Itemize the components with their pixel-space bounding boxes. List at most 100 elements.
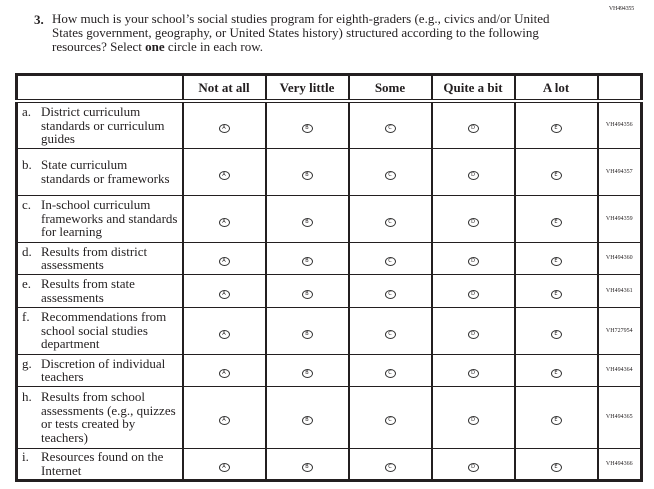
option-cell-some: C — [347, 306, 432, 355]
radio-bubble-some[interactable]: C — [384, 416, 396, 425]
item-code: VH494365 — [596, 385, 642, 449]
radio-bubble-not-at-all[interactable]: A — [218, 257, 230, 266]
option-cell-a-lot: E — [513, 447, 598, 481]
radio-bubble-not-at-all[interactable]: A — [218, 416, 230, 425]
option-cell-quite-a-bit: D — [430, 385, 515, 449]
item-code: VH727954 — [596, 306, 642, 355]
radio-bubble-quite-a-bit[interactable]: D — [467, 416, 479, 425]
radio-bubble-not-at-all[interactable]: A — [218, 124, 230, 134]
option-cell-a-lot: E — [513, 194, 598, 243]
option-cell-not-at-all: A — [181, 447, 266, 481]
radio-bubble-quite-a-bit[interactable]: D — [467, 369, 479, 378]
row-text: Results from state assessments — [41, 276, 135, 305]
radio-bubble-quite-a-bit[interactable]: D — [467, 462, 479, 472]
option-cell-quite-a-bit: D — [430, 273, 515, 308]
radio-bubble-quite-a-bit[interactable]: D — [467, 170, 479, 180]
radio-bubble-not-at-all[interactable]: A — [218, 462, 230, 472]
row-text: District curriculum standards or curricu… — [41, 104, 165, 146]
radio-bubble-some[interactable]: C — [384, 124, 396, 134]
radio-bubble-quite-a-bit[interactable]: D — [467, 124, 479, 134]
radio-bubble-not-at-all[interactable]: A — [218, 369, 230, 378]
question-text-part: circle in each row. — [164, 39, 264, 54]
radio-bubble-a-lot[interactable]: E — [550, 289, 562, 299]
header-quite-a-bit: Quite a bit — [430, 74, 515, 102]
radio-bubble-a-lot[interactable]: E — [550, 217, 562, 227]
row-letter: b. — [22, 157, 32, 172]
row-label: b. State curriculum standards or framewor… — [16, 147, 183, 196]
option-cell-not-at-all: A — [181, 273, 266, 308]
row-label: f. Recommendations from school social stu… — [16, 306, 183, 355]
option-cell-a-lot: E — [513, 147, 598, 196]
option-cell-not-at-all: A — [181, 306, 266, 355]
option-cell-some: C — [347, 447, 432, 481]
option-cell-some: C — [347, 147, 432, 196]
radio-bubble-a-lot[interactable]: E — [550, 329, 562, 339]
option-cell-not-at-all: A — [181, 353, 266, 387]
row-label: h. Results from school assessments (e.g.,… — [16, 385, 183, 449]
response-grid: Not at all Very little Some Quite a bit … — [15, 73, 643, 482]
option-cell-not-at-all: A — [181, 100, 266, 149]
row-text: In-school curriculum frameworks and stan… — [41, 197, 178, 240]
option-cell-not-at-all: A — [181, 385, 266, 449]
radio-bubble-a-lot[interactable]: E — [550, 416, 562, 425]
radio-bubble-a-lot[interactable]: E — [550, 257, 562, 266]
option-cell-very-little: B — [264, 353, 349, 387]
radio-bubble-very-little[interactable]: B — [301, 416, 313, 425]
radio-bubble-very-little[interactable]: B — [301, 462, 313, 472]
option-cell-quite-a-bit: D — [430, 447, 515, 481]
option-cell-quite-a-bit: D — [430, 194, 515, 243]
item-code: VH494359 — [596, 194, 642, 243]
row-label: e. Results from state assessments — [16, 273, 183, 308]
radio-bubble-not-at-all[interactable]: A — [218, 289, 230, 299]
radio-bubble-some[interactable]: C — [384, 289, 396, 299]
radio-bubble-very-little[interactable]: B — [301, 170, 313, 180]
table-row: d. Results from district assessments A B C D E… — [16, 241, 642, 275]
radio-bubble-some[interactable]: C — [384, 369, 396, 378]
radio-bubble-some[interactable]: C — [384, 217, 396, 227]
radio-bubble-not-at-all[interactable]: A — [218, 217, 230, 227]
radio-bubble-very-little[interactable]: B — [301, 329, 313, 339]
radio-bubble-some[interactable]: C — [384, 329, 396, 339]
option-cell-quite-a-bit: D — [430, 241, 515, 275]
radio-bubble-very-little[interactable]: B — [301, 289, 313, 299]
table-row: h. Results from school assessments (e.g.,… — [16, 385, 642, 449]
radio-bubble-some[interactable]: C — [384, 462, 396, 472]
option-cell-not-at-all: A — [181, 194, 266, 243]
radio-bubble-quite-a-bit[interactable]: D — [467, 257, 479, 266]
option-cell-not-at-all: A — [181, 147, 266, 196]
radio-bubble-not-at-all[interactable]: A — [218, 329, 230, 339]
option-cell-very-little: B — [264, 147, 349, 196]
radio-bubble-a-lot[interactable]: E — [550, 170, 562, 180]
radio-bubble-very-little[interactable]: B — [301, 369, 313, 378]
radio-bubble-quite-a-bit[interactable]: D — [467, 289, 479, 299]
item-code: VH494357 — [596, 147, 642, 196]
radio-bubble-very-little[interactable]: B — [301, 257, 313, 266]
radio-bubble-a-lot[interactable]: E — [550, 124, 562, 134]
radio-bubble-a-lot[interactable]: E — [550, 369, 562, 378]
radio-bubble-very-little[interactable]: B — [301, 124, 313, 134]
option-cell-some: C — [347, 194, 432, 243]
radio-bubble-some[interactable]: C — [384, 257, 396, 266]
option-cell-a-lot: E — [513, 100, 598, 149]
row-label: a. District curriculum standards or curri… — [16, 100, 183, 149]
radio-bubble-a-lot[interactable]: E — [550, 462, 562, 472]
radio-bubble-very-little[interactable]: B — [301, 217, 313, 227]
page-code: VH494355 — [608, 6, 634, 12]
option-cell-some: C — [347, 353, 432, 387]
option-cell-a-lot: E — [513, 273, 598, 308]
row-letter: h. — [22, 389, 32, 404]
radio-bubble-quite-a-bit[interactable]: D — [467, 329, 479, 339]
option-cell-very-little: B — [264, 447, 349, 481]
row-letter: e. — [22, 276, 32, 291]
row-label: i. Resources found on the Internet — [16, 447, 183, 481]
radio-bubble-not-at-all[interactable]: A — [218, 170, 230, 180]
radio-bubble-some[interactable]: C — [384, 170, 396, 180]
row-letter: i. — [22, 449, 29, 464]
table-row: b. State curriculum standards or framewor… — [16, 147, 642, 196]
radio-bubble-quite-a-bit[interactable]: D — [467, 217, 479, 227]
row-label: d. Results from district assessments — [16, 241, 183, 275]
row-letter: d. — [22, 243, 32, 259]
row-text: Resources found on the Internet — [41, 449, 164, 478]
row-text: Results from district assessments — [41, 243, 148, 272]
row-letter: g. — [22, 355, 32, 371]
